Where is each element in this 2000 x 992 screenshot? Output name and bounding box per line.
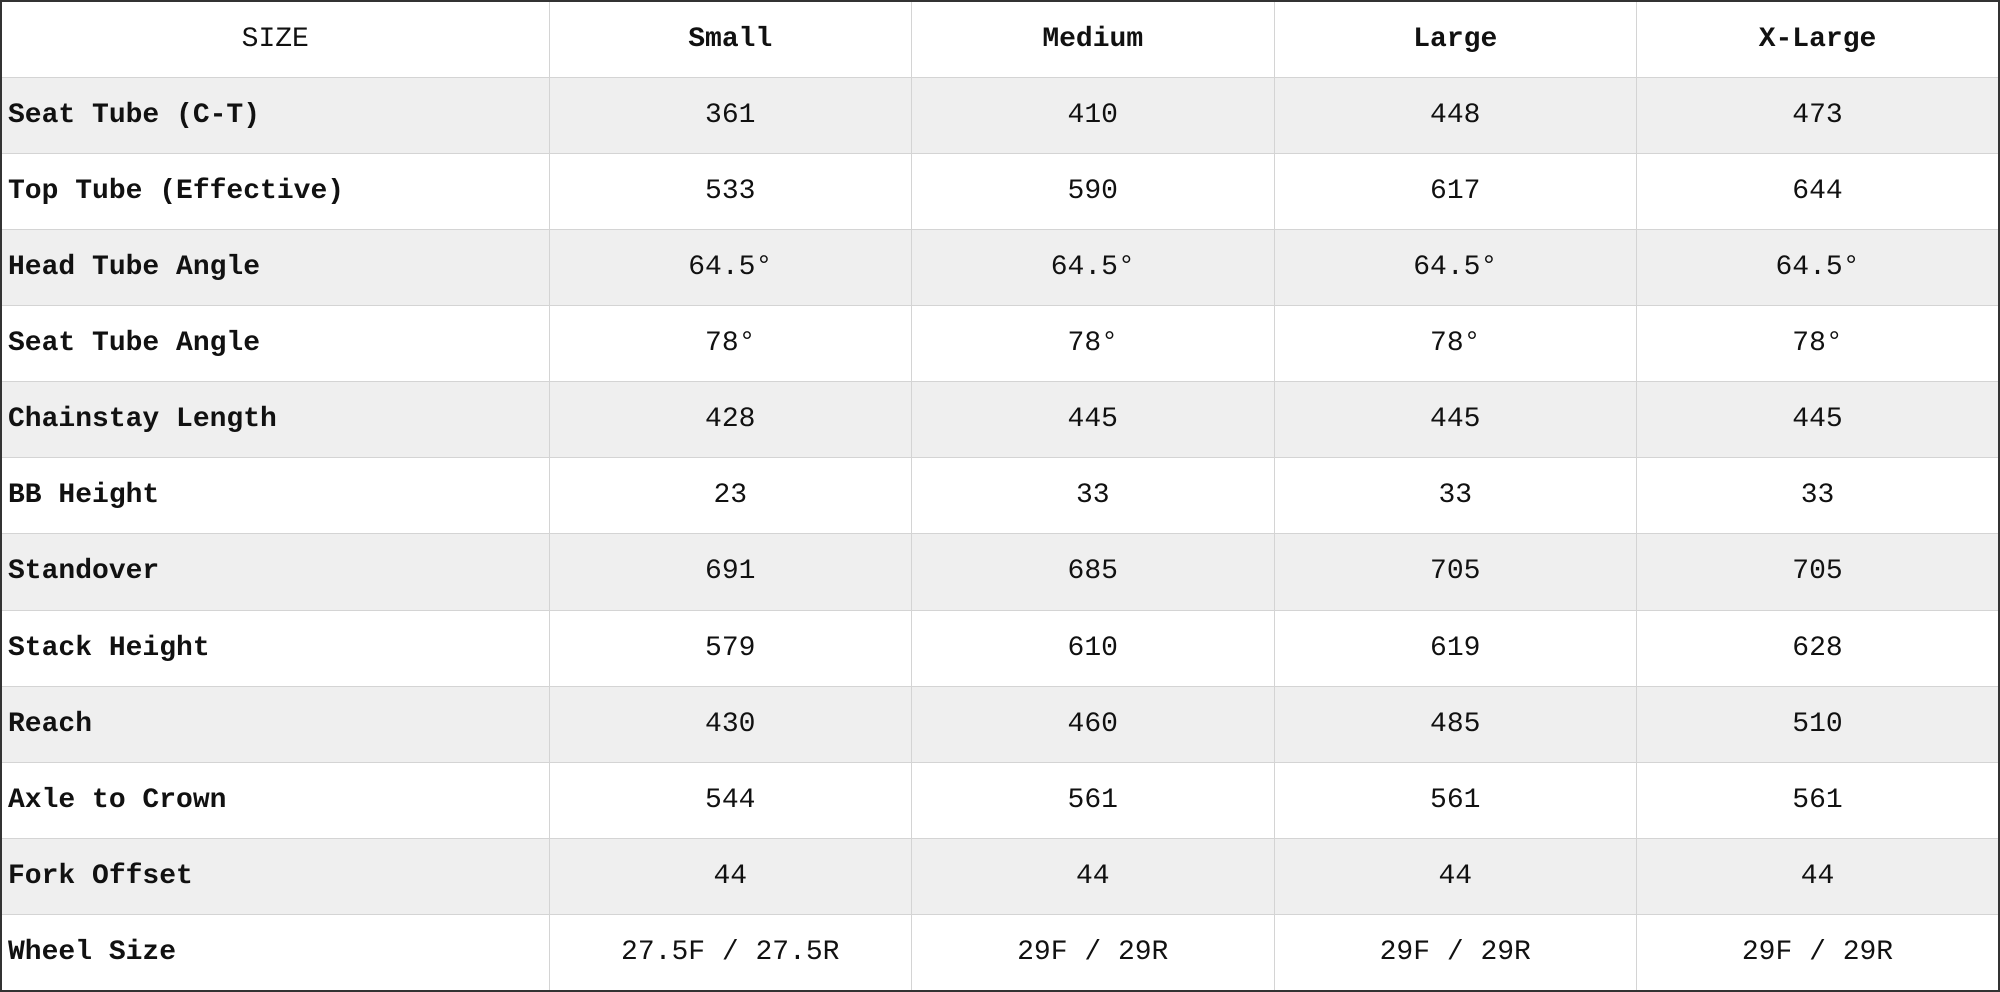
- table-row: Reach 430 460 485 510: [0, 685, 2000, 763]
- table-cell: 448: [1273, 77, 1637, 155]
- table-cell: 561: [911, 761, 1275, 839]
- table-cell: 691: [548, 533, 912, 611]
- row-label: BB Height: [0, 457, 550, 535]
- table-cell: 619: [1273, 609, 1637, 687]
- row-label: Reach: [0, 685, 550, 763]
- table-cell: 33: [911, 457, 1275, 535]
- table-cell: 644: [1636, 153, 2000, 231]
- row-label: Seat Tube Angle: [0, 305, 550, 383]
- table-cell: 561: [1273, 761, 1637, 839]
- header-cell: Small: [548, 0, 912, 79]
- table-cell: 33: [1273, 457, 1637, 535]
- table-cell: 64.5°: [1273, 229, 1637, 307]
- table-cell: 78°: [548, 305, 912, 383]
- table-cell: 44: [1636, 837, 2000, 915]
- table-cell: 29F / 29R: [911, 913, 1275, 992]
- header-cell: Medium: [911, 0, 1275, 79]
- table-cell: 78°: [1636, 305, 2000, 383]
- table-cell: 544: [548, 761, 912, 839]
- table-cell: 617: [1273, 153, 1637, 231]
- header-cell: Large: [1273, 0, 1637, 79]
- row-label: Stack Height: [0, 609, 550, 687]
- table-row: Stack Height 579 610 619 628: [0, 609, 2000, 687]
- row-label: Head Tube Angle: [0, 229, 550, 307]
- table-cell: 561: [1636, 761, 2000, 839]
- table-row: Wheel Size 27.5F / 27.5R 29F / 29R 29F / 29…: [0, 913, 2000, 992]
- row-label: Top Tube (Effective): [0, 153, 550, 231]
- table-row: BB Height 23 33 33 33: [0, 457, 2000, 535]
- header-cell: SIZE: [0, 0, 550, 79]
- table-row: Standover 691 685 705 705: [0, 533, 2000, 611]
- header-row: SIZE Small Medium Large X-Large: [0, 0, 2000, 79]
- table-cell: 428: [548, 381, 912, 459]
- row-label: Chainstay Length: [0, 381, 550, 459]
- table-cell: 23: [548, 457, 912, 535]
- table-cell: 460: [911, 685, 1275, 763]
- table-cell: 29F / 29R: [1273, 913, 1637, 992]
- table-cell: 78°: [911, 305, 1275, 383]
- table-cell: 33: [1636, 457, 2000, 535]
- table-cell: 361: [548, 77, 912, 155]
- table-cell: 533: [548, 153, 912, 231]
- table-cell: 485: [1273, 685, 1637, 763]
- table-cell: 579: [548, 609, 912, 687]
- table-cell: 610: [911, 609, 1275, 687]
- table-row: Seat Tube (C-T) 361 410 448 473: [0, 77, 2000, 155]
- table-row: Top Tube (Effective) 533 590 617 644: [0, 153, 2000, 231]
- table-cell: 705: [1636, 533, 2000, 611]
- table-cell: 445: [1273, 381, 1637, 459]
- table-cell: 44: [911, 837, 1275, 915]
- table-row: Axle to Crown 544 561 561 561: [0, 761, 2000, 839]
- table-cell: 473: [1636, 77, 2000, 155]
- table-cell: 685: [911, 533, 1275, 611]
- table-cell: 27.5F / 27.5R: [548, 913, 912, 992]
- table-row: Seat Tube Angle 78° 78° 78° 78°: [0, 305, 2000, 383]
- table-cell: 64.5°: [1636, 229, 2000, 307]
- table-row: Fork Offset 44 44 44 44: [0, 837, 2000, 915]
- table-cell: 44: [1273, 837, 1637, 915]
- table-cell: 590: [911, 153, 1275, 231]
- table-cell: 445: [911, 381, 1275, 459]
- header-cell: X-Large: [1636, 0, 2000, 79]
- row-label: Axle to Crown: [0, 761, 550, 839]
- table-cell: 78°: [1273, 305, 1637, 383]
- table-cell: 705: [1273, 533, 1637, 611]
- table-cell: 445: [1636, 381, 2000, 459]
- row-label: Fork Offset: [0, 837, 550, 915]
- row-label: Wheel Size: [0, 913, 550, 992]
- row-label: Seat Tube (C-T): [0, 77, 550, 155]
- table-row: Chainstay Length 428 445 445 445: [0, 381, 2000, 459]
- table-cell: 628: [1636, 609, 2000, 687]
- table-cell: 64.5°: [911, 229, 1275, 307]
- table-cell: 29F / 29R: [1636, 913, 2000, 992]
- row-label: Standover: [0, 533, 550, 611]
- table-cell: 510: [1636, 685, 2000, 763]
- table-cell: 410: [911, 77, 1275, 155]
- table-cell: 44: [548, 837, 912, 915]
- table-cell: 430: [548, 685, 912, 763]
- table-row: Head Tube Angle 64.5° 64.5° 64.5° 64.5°: [0, 229, 2000, 307]
- table-cell: 64.5°: [548, 229, 912, 307]
